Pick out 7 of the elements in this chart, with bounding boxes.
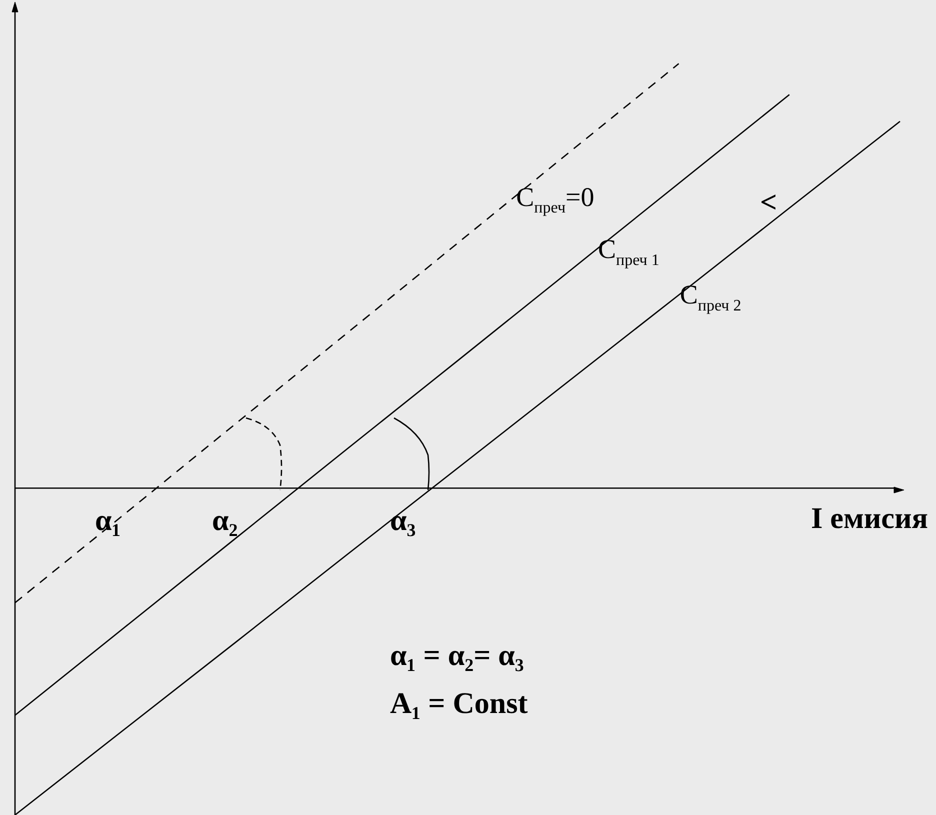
annotation: α₂ — [212, 504, 238, 537]
annotation: α₁ — [95, 504, 121, 537]
annotation: α₁ = α₂= α₃ — [390, 639, 524, 672]
annotation: A₁ = Const — [390, 687, 528, 720]
annotation: < — [760, 186, 778, 219]
x-axis-title: I емисия — [810, 502, 928, 536]
annotation: α₃ — [390, 504, 416, 537]
